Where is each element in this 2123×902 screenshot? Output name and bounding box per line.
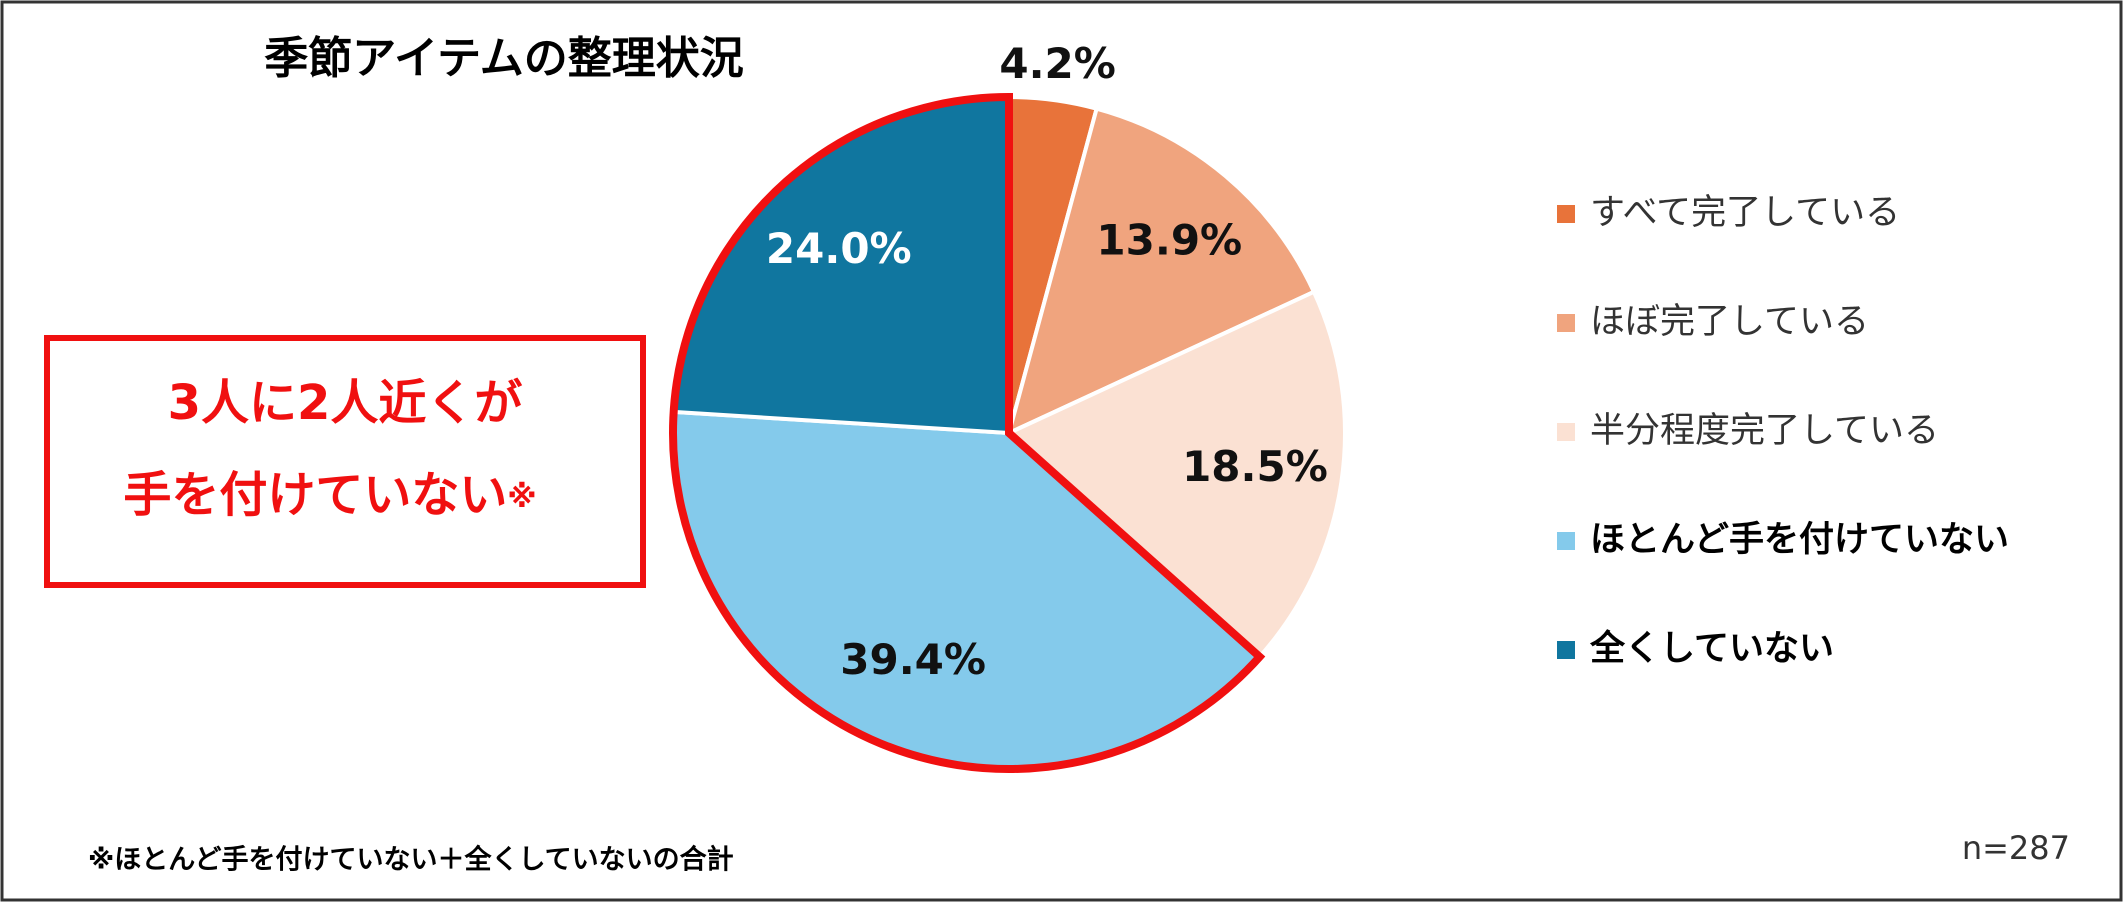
legend-swatch	[1557, 423, 1575, 441]
highlight-outline	[669, 92, 1266, 773]
callout-mark: ※	[507, 480, 536, 515]
data-label: 13.9%	[1096, 215, 1242, 264]
callout-text: 手を付けていない	[123, 467, 507, 523]
legend-label: 半分程度完了している	[1590, 411, 1939, 451]
footnote: ※ほとんど手を付けていない＋全くしていないの合計	[88, 844, 734, 876]
callout-box	[44, 335, 646, 588]
chart-title: 季節アイテムの整理状況	[264, 33, 744, 84]
legend-swatch	[1557, 532, 1575, 550]
pie-slice	[1005, 289, 1347, 660]
data-label: 24.0%	[766, 224, 912, 273]
legend-swatch	[1557, 205, 1575, 223]
legend-label: 全くしていない	[1589, 628, 1834, 669]
legend-label: ほとんど手を付けていない	[1590, 520, 2009, 560]
legend-swatch	[1557, 314, 1575, 332]
data-label: 18.5%	[1182, 442, 1328, 491]
data-label: 4.2%	[999, 39, 1115, 88]
data-label: 39.4%	[840, 635, 986, 684]
legend-label: ほぼ完了している	[1590, 302, 1869, 342]
pie-slice	[1005, 106, 1317, 437]
legend-label: すべて完了している	[1590, 193, 1900, 233]
legend-swatch	[1557, 641, 1575, 659]
callout-text: 手を付けていない※	[123, 467, 536, 523]
callout-text: 3人に2人近くが	[168, 375, 523, 431]
sample-size: n=287	[1962, 829, 2070, 867]
